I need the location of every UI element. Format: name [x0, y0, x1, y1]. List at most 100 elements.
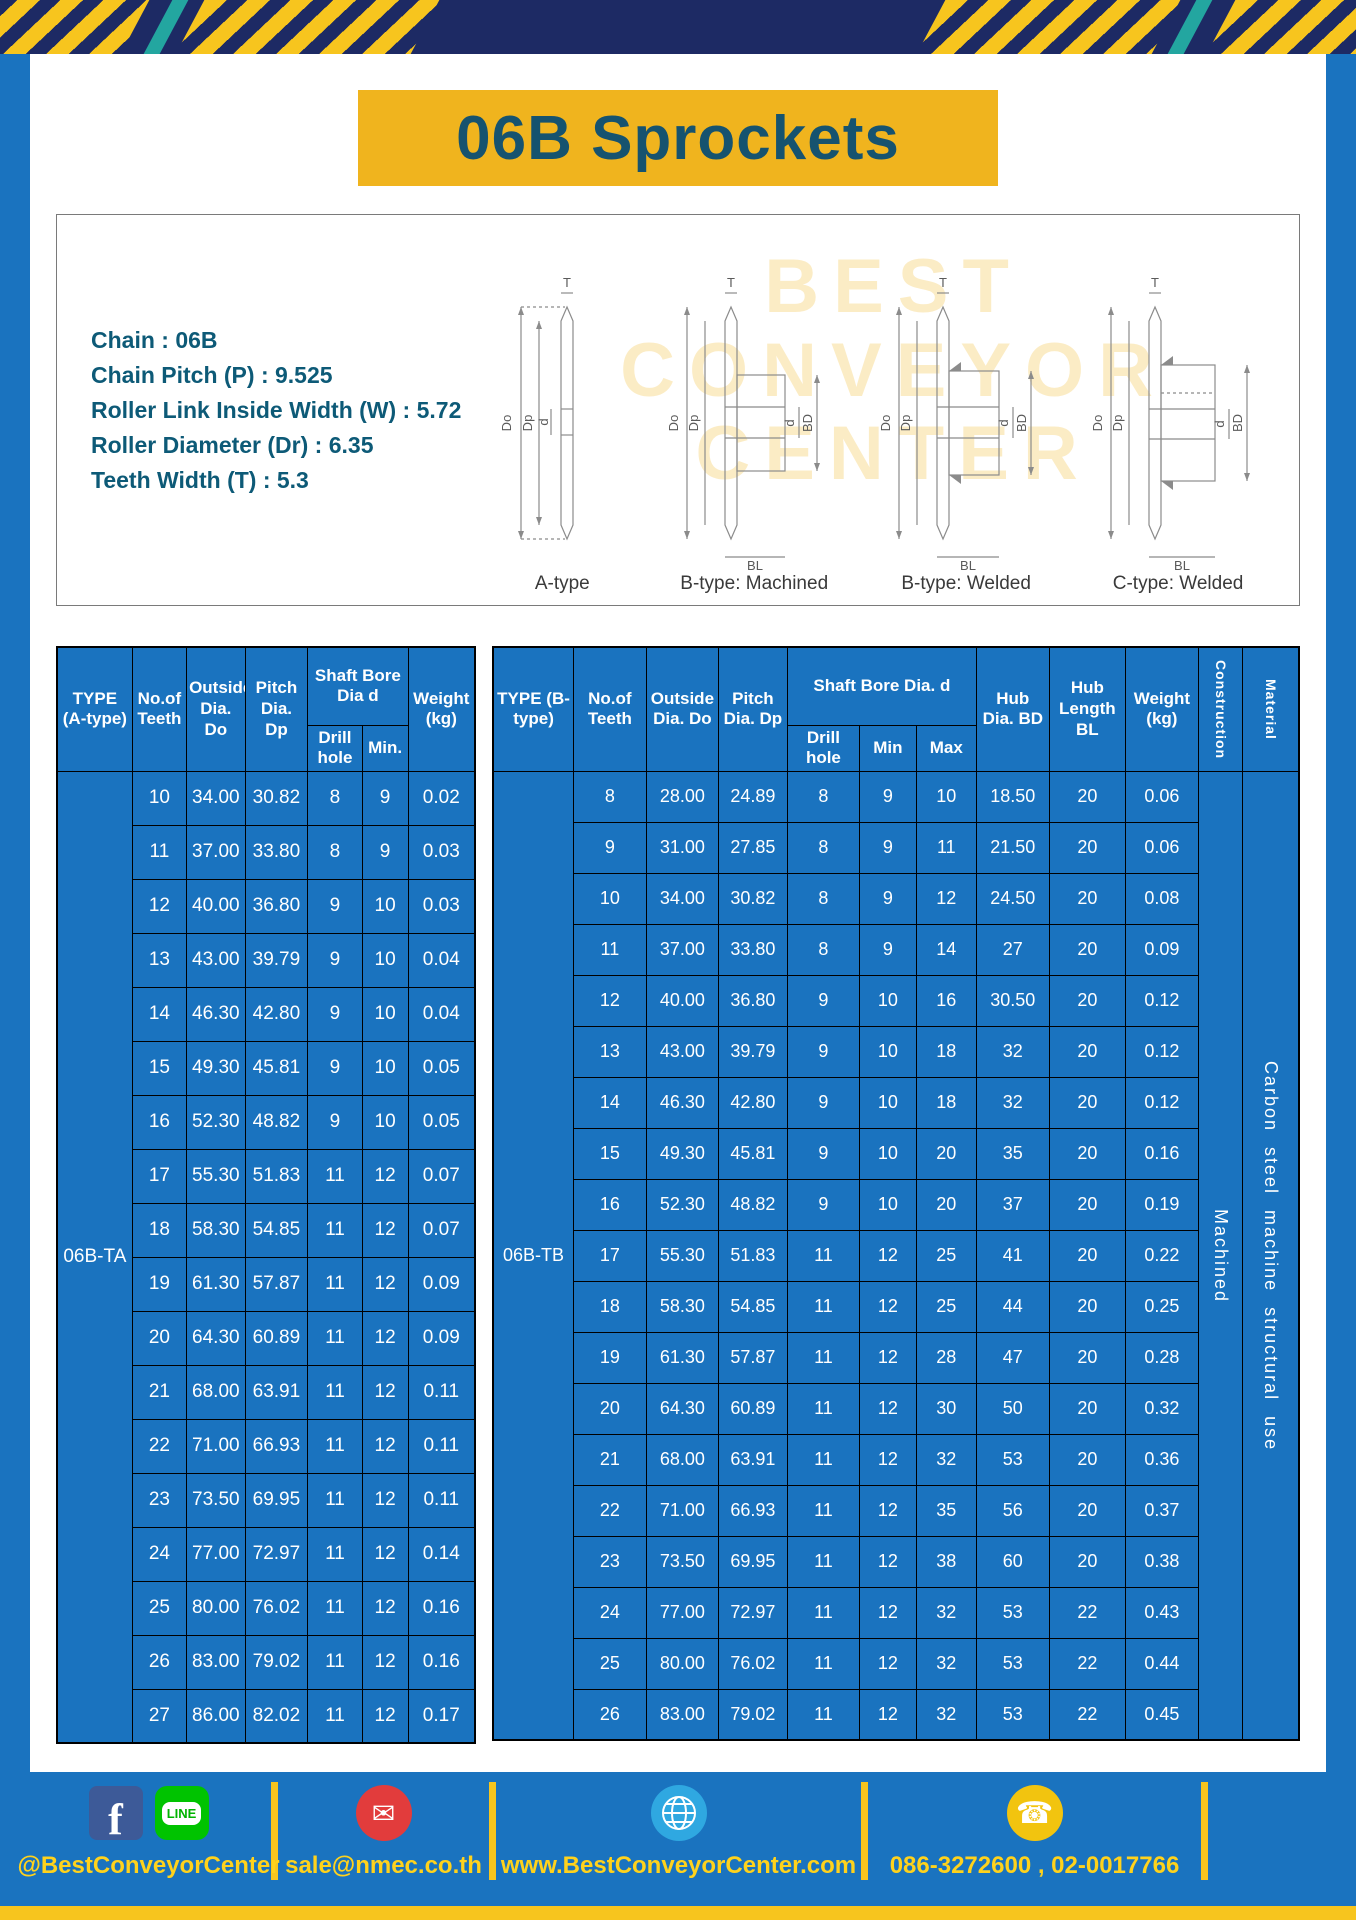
table-row: 17 55.30 51.83 11 12 25 41 20 0.22 — [493, 1229, 1299, 1282]
table-cell: 63.91 — [244, 1364, 309, 1420]
table-cell: 11 — [307, 1526, 363, 1582]
footer-spacer — [1208, 1782, 1330, 1880]
table-row: 26 83.00 79.02 11 12 0.16 — [57, 1634, 476, 1690]
website-url: www.BestConveyorCenter.com — [500, 1852, 857, 1880]
table-cell: 0.32 — [1125, 1382, 1199, 1435]
table-cell: 23 — [131, 1472, 188, 1528]
table-cell: 54.85 — [244, 1202, 309, 1258]
table-cell: 12 — [859, 1280, 917, 1333]
table-cell: 64.30 — [186, 1310, 246, 1366]
spec-line: Teeth Width (T) : 5.3 — [91, 466, 309, 493]
diagram-figures: T Do Dp d A-type — [461, 215, 1299, 605]
dim-label-t: T — [939, 275, 947, 290]
line-icon-label: LINE — [161, 1801, 202, 1825]
table-cell: 10 — [859, 974, 917, 1027]
dim-label-d: d — [782, 419, 797, 426]
table-cell: 12 — [915, 872, 978, 925]
table-cell: 24 — [573, 1586, 647, 1639]
table-cell: 0.02 — [407, 770, 476, 826]
table-cell: 53 — [976, 1433, 1050, 1486]
table-cell: 50 — [976, 1382, 1050, 1435]
table-cell: 24.50 — [976, 872, 1050, 925]
table-row: 22 71.00 66.93 11 12 35 56 20 0.37 — [493, 1484, 1299, 1537]
table-cell: 0.28 — [1125, 1331, 1199, 1384]
table-cell: 10 — [361, 1094, 409, 1150]
table-cell: 26 — [131, 1634, 188, 1690]
table-cell: 8 — [573, 770, 647, 823]
footer-email-group: ✉ sale@nmec.co.th — [278, 1782, 496, 1881]
table-row: 13 43.00 39.79 9 10 0.04 — [57, 932, 476, 988]
spec-line: Chain : 06B — [91, 326, 218, 353]
table-cell: 57.87 — [244, 1256, 309, 1312]
table-cell: 55.30 — [186, 1148, 246, 1204]
table-cell: 40.00 — [186, 878, 246, 934]
sprocket-drawing: T Do Dp d — [499, 275, 574, 541]
column-header: No.of Teeth — [573, 646, 647, 772]
footer-social-group: f LINE @BestConveyorCenter — [17, 1782, 280, 1881]
table-row: 14 46.30 42.80 9 10 18 32 20 0.12 — [493, 1076, 1299, 1129]
table-cell: 20 — [1048, 1178, 1127, 1231]
table-cell: 25 — [915, 1280, 978, 1333]
table-cell: 48.82 — [718, 1178, 788, 1231]
table-cell: 12 — [859, 1331, 917, 1384]
dim-label-do: Do — [1090, 415, 1105, 432]
footer-website-group: www.BestConveyorCenter.com — [496, 1782, 868, 1881]
table-cell: 73.50 — [645, 1535, 720, 1588]
column-header: No.of Teeth — [131, 646, 188, 772]
table-cell: 20 — [1048, 1535, 1127, 1588]
table-cell: 0.12 — [1125, 1076, 1199, 1129]
column-header-construction: Construction — [1197, 646, 1243, 772]
table-cell: 9 — [307, 878, 363, 934]
table-cell: 9 — [859, 872, 917, 925]
table-row: 16 52.30 48.82 9 10 0.05 — [57, 1094, 476, 1150]
table-row: 25 80.00 76.02 11 12 32 53 22 0.44 — [493, 1637, 1299, 1690]
table-cell: 12 — [859, 1229, 917, 1282]
table-cell: 8 — [307, 824, 363, 880]
sprocket-diagram-a-type: T Do Dp d A-type — [487, 275, 637, 595]
table-cell: 16 — [131, 1094, 188, 1150]
table-cell: 10 — [915, 770, 978, 823]
dim-label-dp: Dp — [520, 415, 535, 432]
table-cell: 11 — [307, 1580, 363, 1636]
table-cell: 0.16 — [1125, 1127, 1199, 1180]
table-cell: 42.80 — [244, 986, 309, 1042]
table-cell: 53 — [976, 1688, 1050, 1741]
table-row: 11 37.00 33.80 8 9 14 27 20 0.09 — [493, 923, 1299, 976]
dim-label-dp: Dp — [686, 415, 701, 432]
table-cell: 11 — [307, 1688, 363, 1744]
table-cell: 15 — [131, 1040, 188, 1096]
table-cell: 51.83 — [718, 1229, 788, 1282]
social-handle: @BestConveyorCenter — [17, 1852, 280, 1880]
table-cell: 22 — [1048, 1586, 1127, 1639]
table-cell: 80.00 — [186, 1580, 246, 1636]
table-cell: 11 — [307, 1634, 363, 1690]
table-row: 22 71.00 66.93 11 12 0.11 — [57, 1418, 476, 1474]
table-cell: 20 — [915, 1127, 978, 1180]
dim-label-do: Do — [499, 415, 514, 432]
table-cell: 19 — [131, 1256, 188, 1312]
spec-tables: TYPE (A-type) No.of Teeth Outside Dia. D… — [56, 646, 1300, 1745]
table-cell: 77.00 — [186, 1526, 246, 1582]
table-cell: 12 — [859, 1535, 917, 1588]
table-row: 14 46.30 42.80 9 10 0.04 — [57, 986, 476, 1042]
table-cell: 48.82 — [244, 1094, 309, 1150]
table-cell: 32 — [915, 1637, 978, 1690]
table-cell: 0.12 — [1125, 974, 1199, 1027]
column-header: Outside Dia. Do — [645, 646, 720, 772]
table-cell: 10 — [131, 770, 188, 826]
dim-label-do: Do — [878, 415, 893, 432]
table-cell: 27 — [976, 923, 1050, 976]
sprocket-table-b-type: TYPE (B-type) No.of Teeth Outside Dia. D… — [492, 646, 1300, 1742]
table-row: 21 68.00 63.91 11 12 32 53 20 0.36 — [493, 1433, 1299, 1486]
table-cell: 82.02 — [244, 1688, 309, 1744]
table-cell: 42.80 — [718, 1076, 788, 1129]
top-decoration — [0, 0, 1356, 54]
table-cell: 71.00 — [186, 1418, 246, 1474]
diagram-panel: BEST CONVEYOR CENTER Chain : 06B Chain P… — [56, 214, 1300, 606]
table-cell: 76.02 — [244, 1580, 309, 1636]
dim-label-t: T — [727, 275, 735, 290]
email-icons: ✉ — [355, 1782, 412, 1844]
table-cell: 0.11 — [407, 1472, 476, 1528]
column-header: Max — [915, 724, 978, 772]
table-cell: 11 — [786, 1229, 861, 1282]
